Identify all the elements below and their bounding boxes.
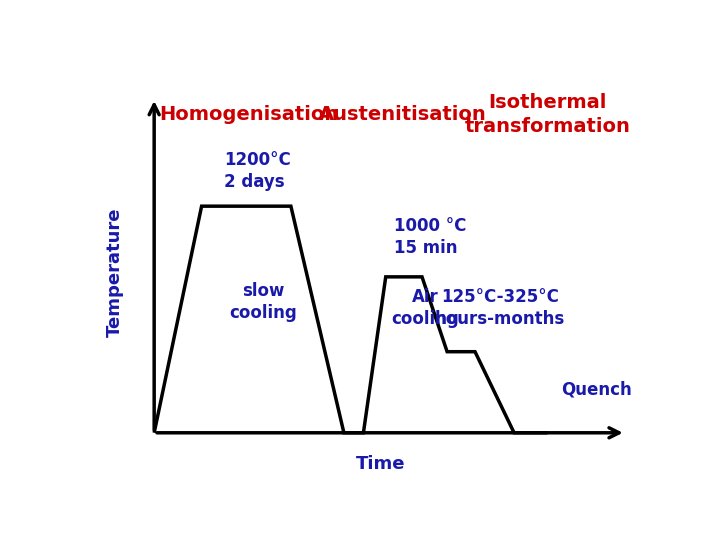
Text: 125°C-325°C
hours-months: 125°C-325°C hours-months <box>435 288 565 328</box>
Text: Homogenisation: Homogenisation <box>159 105 338 124</box>
Text: Temperature: Temperature <box>106 208 124 338</box>
Text: Time: Time <box>356 455 405 473</box>
Text: Austenitisation: Austenitisation <box>319 105 486 124</box>
Text: Isothermal
transformation: Isothermal transformation <box>464 93 631 136</box>
Text: Air
cooling: Air cooling <box>391 288 459 328</box>
Text: 1200°C
2 days: 1200°C 2 days <box>224 151 291 191</box>
Text: slow
cooling: slow cooling <box>229 282 297 322</box>
Text: 1000 °C
15 min: 1000 °C 15 min <box>394 217 467 258</box>
Text: Quench: Quench <box>562 380 632 398</box>
